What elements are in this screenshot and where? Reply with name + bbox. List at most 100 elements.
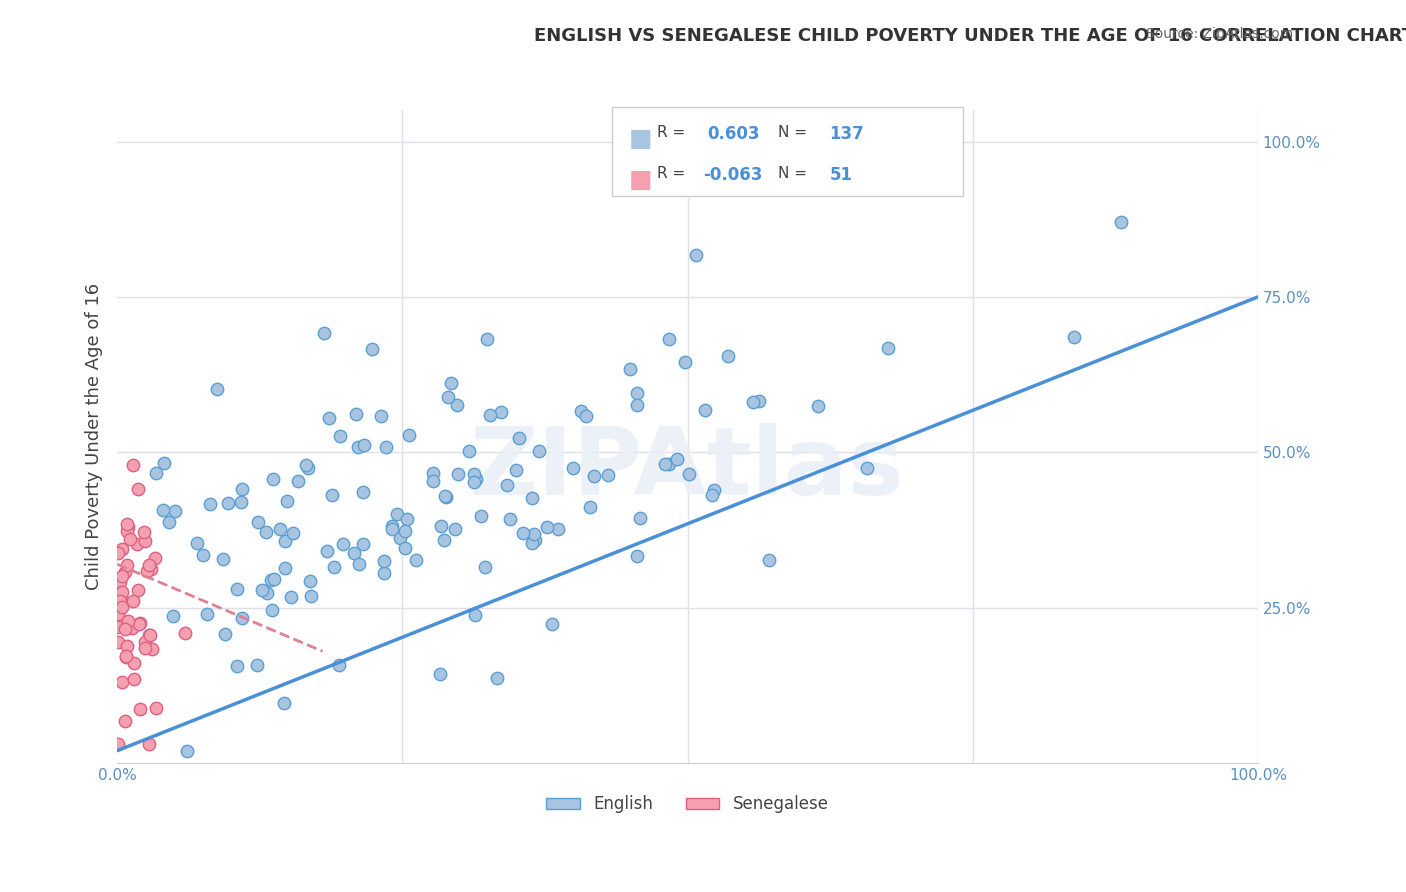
English — [198, 498, 221, 512]
English — [695, 403, 717, 417]
Senegalese — [141, 642, 163, 657]
English — [262, 603, 284, 617]
English — [323, 560, 346, 574]
English — [388, 531, 411, 545]
Text: N =: N = — [778, 166, 807, 181]
English — [430, 519, 453, 533]
English — [197, 607, 219, 622]
English — [433, 533, 456, 548]
English — [314, 326, 336, 341]
English — [747, 393, 769, 408]
Senegalese — [127, 582, 149, 597]
English — [152, 503, 174, 517]
Senegalese — [121, 621, 143, 635]
Text: ZIPAtlas: ZIPAtlas — [470, 424, 905, 516]
Senegalese — [108, 575, 131, 590]
English — [665, 451, 688, 466]
English — [207, 382, 229, 396]
Senegalese — [134, 635, 156, 649]
English — [231, 611, 253, 625]
English — [429, 667, 451, 681]
English — [463, 467, 485, 481]
Senegalese — [127, 482, 149, 496]
English — [280, 590, 302, 604]
Senegalese — [107, 635, 129, 649]
English — [226, 582, 249, 596]
English — [508, 431, 530, 445]
English — [489, 405, 512, 419]
English — [405, 553, 427, 567]
English — [458, 444, 481, 458]
Senegalese — [132, 524, 155, 539]
Senegalese — [117, 640, 139, 654]
English — [583, 469, 606, 483]
English — [446, 397, 468, 411]
English — [437, 390, 460, 404]
Senegalese — [139, 562, 162, 576]
English — [654, 457, 676, 471]
Text: -0.063: -0.063 — [703, 166, 762, 184]
Senegalese — [122, 657, 145, 671]
Senegalese — [107, 607, 129, 622]
English — [381, 523, 404, 537]
English — [562, 461, 585, 475]
English — [159, 515, 181, 529]
English — [281, 526, 304, 541]
Text: 137: 137 — [830, 125, 865, 143]
English — [287, 474, 309, 488]
English — [520, 491, 543, 505]
English — [394, 541, 416, 555]
Text: Source: ZipAtlas.com: Source: ZipAtlas.com — [1146, 27, 1294, 41]
English — [702, 488, 724, 502]
Senegalese — [134, 640, 156, 655]
English — [547, 522, 569, 536]
English — [673, 355, 696, 369]
English — [373, 554, 395, 568]
Senegalese — [111, 542, 134, 557]
Senegalese — [122, 593, 145, 607]
English — [807, 399, 830, 413]
Senegalese — [117, 615, 139, 629]
Senegalese — [138, 738, 160, 752]
Text: ■: ■ — [628, 127, 652, 151]
Senegalese — [114, 648, 136, 663]
English — [447, 467, 470, 481]
Senegalese — [112, 594, 135, 608]
Senegalese — [107, 546, 129, 560]
English — [295, 458, 318, 472]
English — [475, 332, 498, 346]
English — [398, 428, 420, 442]
Senegalese — [114, 622, 136, 636]
English — [321, 488, 343, 502]
English — [260, 573, 283, 587]
English — [381, 519, 404, 533]
English — [444, 522, 467, 536]
English — [352, 485, 374, 500]
English — [496, 478, 519, 492]
Text: 0.603: 0.603 — [707, 125, 759, 143]
English — [505, 463, 527, 477]
English — [297, 460, 319, 475]
English — [524, 533, 547, 548]
English — [394, 524, 416, 539]
English — [332, 537, 354, 551]
English — [352, 536, 374, 550]
English — [626, 549, 648, 564]
English — [395, 512, 418, 526]
English — [465, 472, 488, 486]
English — [370, 409, 392, 423]
English — [353, 438, 375, 452]
English — [165, 504, 187, 518]
Senegalese — [114, 565, 136, 579]
English — [433, 489, 456, 503]
Senegalese — [117, 520, 139, 534]
English — [628, 511, 651, 525]
English — [162, 609, 184, 624]
English — [877, 341, 900, 355]
English — [499, 512, 522, 526]
English — [758, 553, 780, 567]
English — [298, 574, 321, 588]
English — [145, 466, 167, 480]
English — [464, 607, 486, 622]
English — [299, 589, 322, 603]
